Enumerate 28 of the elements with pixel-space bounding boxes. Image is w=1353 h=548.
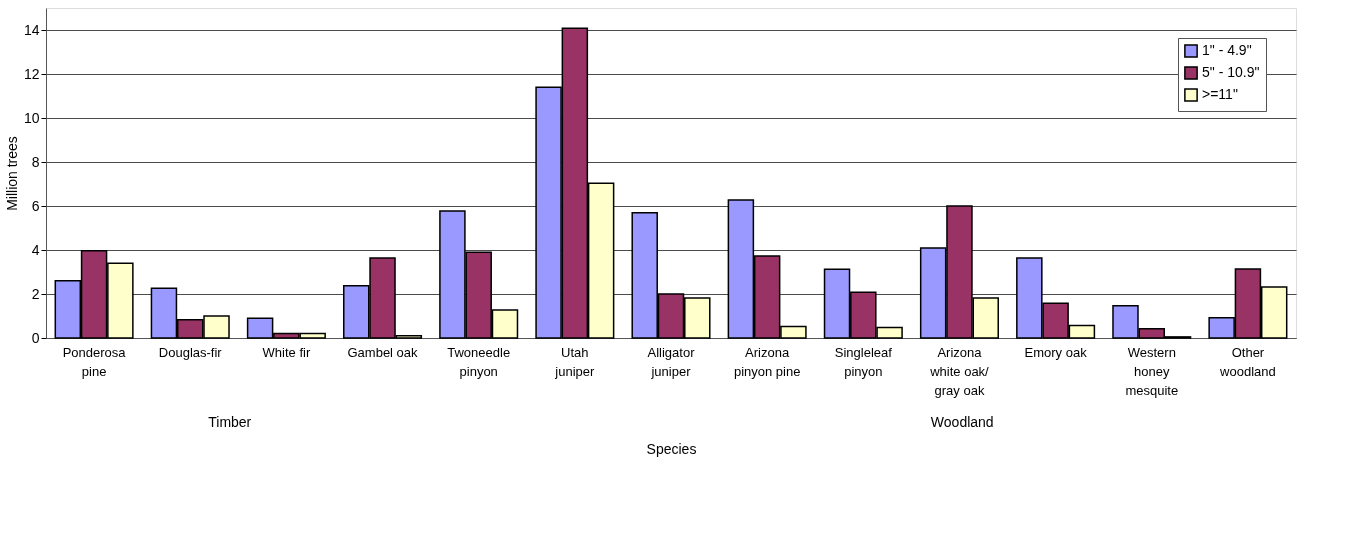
y-tick-label: 0 (31, 329, 40, 346)
x-tick-label: Other woodland (1219, 344, 1276, 379)
x-tick-label: Alligator juniper (647, 344, 696, 379)
legend-label: 1" - 4.9" (1202, 42, 1252, 58)
x-tick-label: Singleleaf pinyon (834, 344, 893, 379)
y-tick-label: 2 (31, 285, 40, 302)
x-tick-label: Arizona pinyon pine (733, 344, 801, 379)
x-tick-label: Arizona white oak/ gray oak (929, 344, 990, 398)
y-tick-label: 6 (31, 197, 40, 214)
legend-label: 5" - 10.9" (1202, 64, 1260, 80)
x-tick-label: Twoneedle pinyon (447, 344, 511, 379)
y-tick-label: 14 (23, 21, 40, 38)
x-tick-label: Emory oak (1024, 344, 1088, 360)
x-tick-label: Western honey mesquite (1125, 344, 1179, 398)
x-tick-label: Douglas-fir (158, 344, 223, 360)
y-tick-label: 10 (23, 109, 40, 126)
x-tick-label: Utah juniper (554, 344, 596, 379)
x-tick-label: Gambel oak (347, 344, 419, 360)
y-tick-label: 4 (31, 241, 40, 258)
y-axis-title: Million trees (3, 136, 20, 211)
text: Timber (208, 414, 252, 430)
x-tick-label: Ponderosa pine (62, 344, 127, 379)
y-tick-label: 12 (23, 65, 40, 82)
x-tick-label: White fir (262, 344, 311, 360)
text: Woodland (930, 414, 994, 430)
legend-label: >=11" (1202, 86, 1238, 102)
x-axis-title: Species (646, 440, 697, 457)
y-tick-label: 8 (31, 153, 40, 170)
